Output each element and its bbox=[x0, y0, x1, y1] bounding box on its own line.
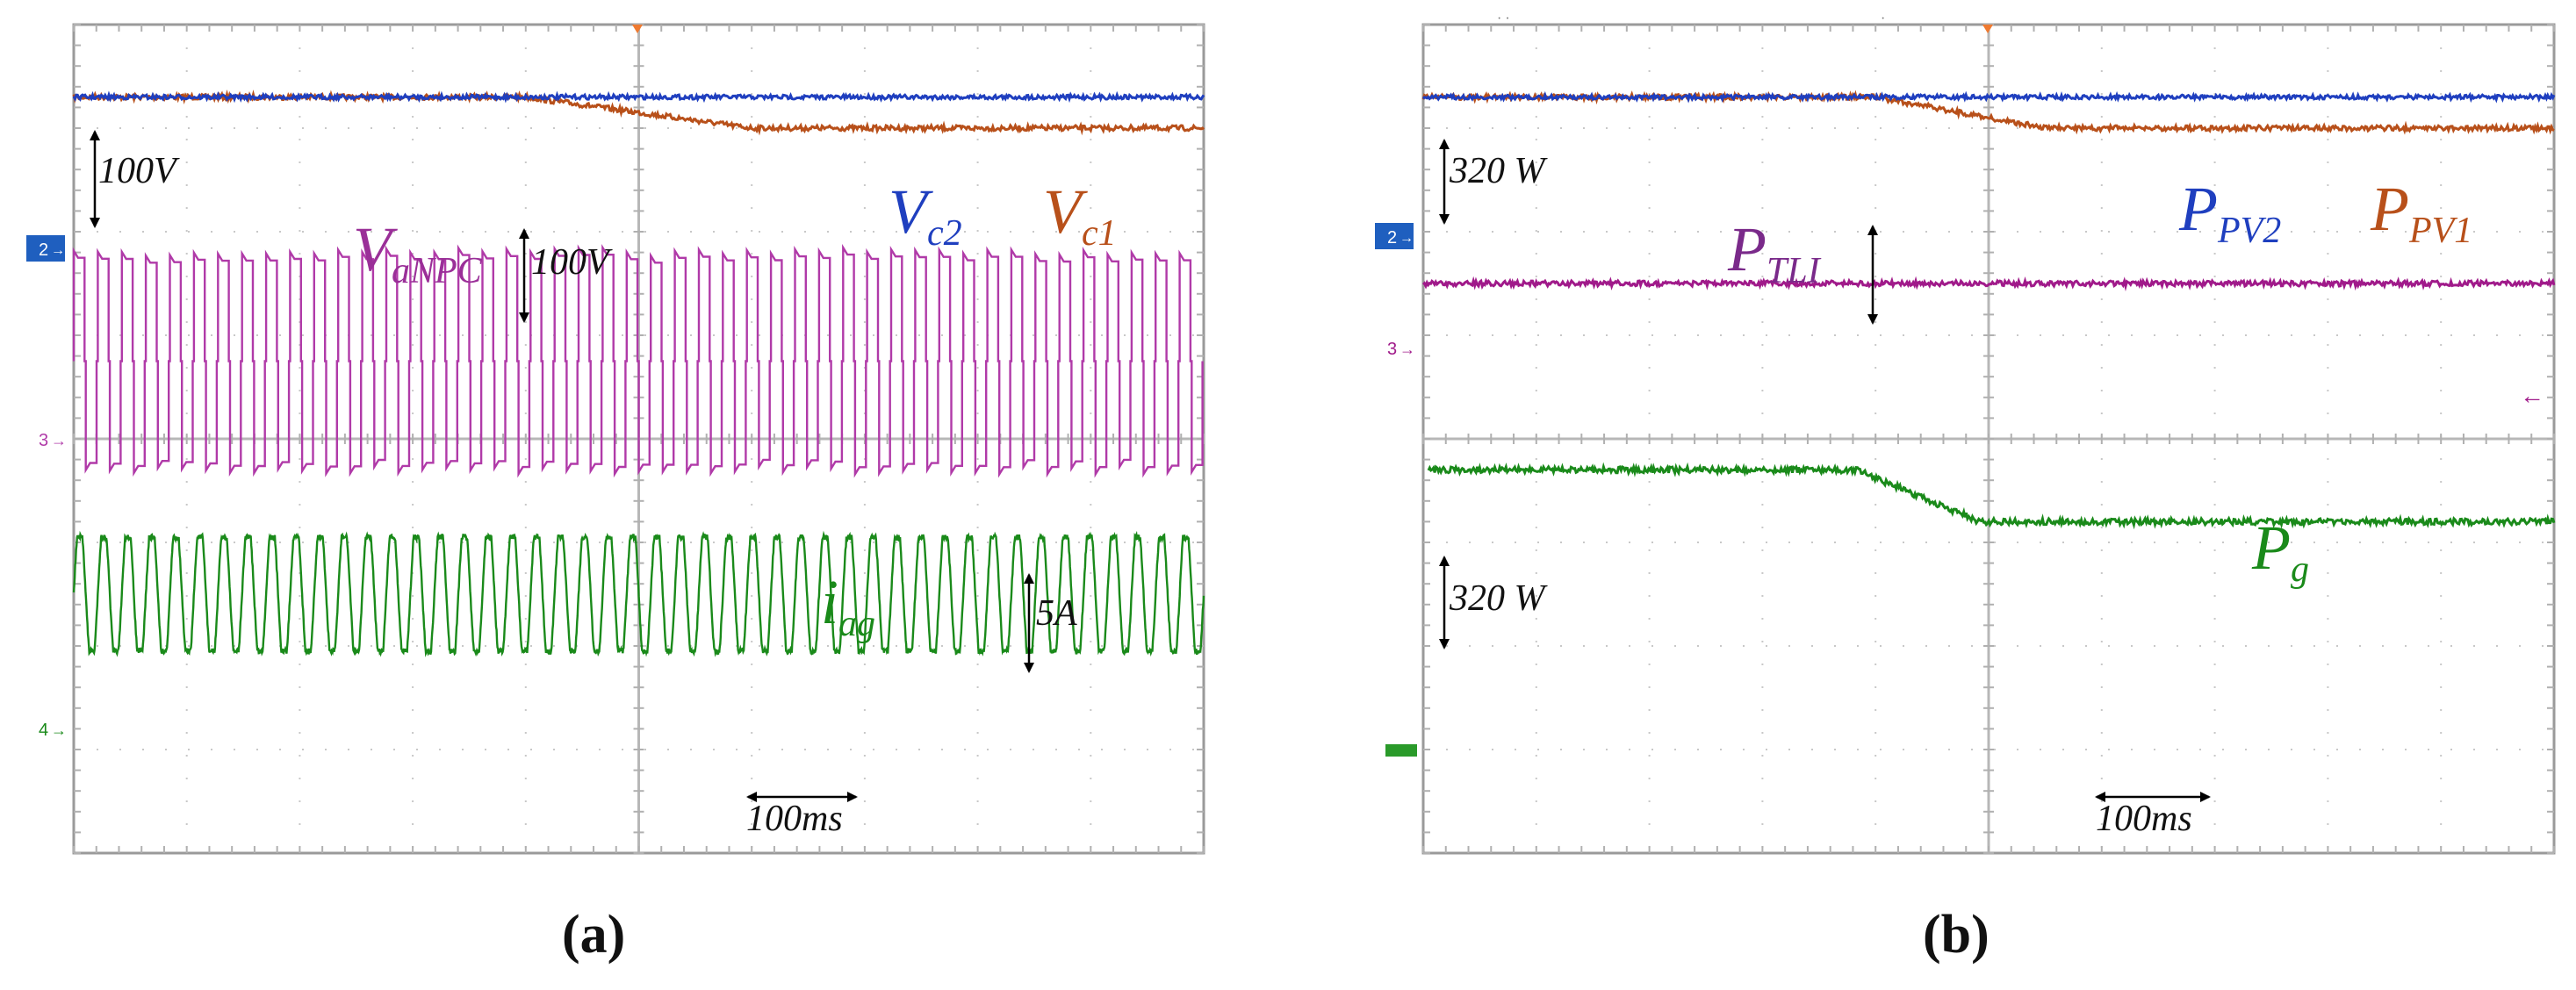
series-label-iag: iag bbox=[821, 567, 875, 644]
svg-text:3: 3 bbox=[39, 431, 48, 450]
svg-text:→: → bbox=[51, 432, 67, 449]
channel-marker-4-a: 4 → bbox=[39, 721, 67, 740]
svg-text:3: 3 bbox=[1387, 340, 1397, 359]
caption-b: (b) bbox=[1923, 905, 1990, 965]
trace-ptli bbox=[1421, 276, 2556, 291]
svg-text:2: 2 bbox=[1387, 228, 1397, 248]
chart-panel-a: 2 → 3 → 4 → 100V 100V 5A 100ms Vc2 Vc1 V… bbox=[26, 23, 1205, 855]
scale-label-100v-mid: 100V bbox=[531, 242, 613, 283]
scale-label-100v-top: 100V bbox=[98, 151, 180, 191]
caption-a: (a) bbox=[562, 905, 626, 965]
scale-arrow-100v-top bbox=[90, 130, 100, 228]
scale-label-5a: 5A bbox=[1036, 593, 1077, 634]
scale-arrow-320w-top bbox=[1439, 139, 1450, 225]
svg-text:→: → bbox=[51, 721, 67, 739]
scale-label-320w-top: 320 W bbox=[1449, 151, 1549, 191]
series-label-vanpc: VaNPC bbox=[353, 214, 483, 291]
channel-marker-2-a: 2 → bbox=[26, 235, 65, 262]
trigger-marker-b bbox=[1982, 25, 1993, 33]
offset-marker-b: ← bbox=[2520, 383, 2544, 410]
series-label-vc2: Vc2 bbox=[889, 176, 962, 254]
scale-arrow-320w-bottom bbox=[1439, 556, 1450, 649]
scale-label-320w-bottom: 320 W bbox=[1449, 578, 1549, 619]
svg-text:2: 2 bbox=[39, 240, 48, 260]
trace-vanpc bbox=[72, 243, 1204, 478]
trace-pg bbox=[1427, 462, 2556, 530]
series-label-ppv1: PPV1 bbox=[2370, 174, 2472, 251]
series-label-ptli: PTLI bbox=[1727, 214, 1822, 291]
ground-marker-b bbox=[1385, 744, 1417, 757]
traces-a bbox=[72, 89, 1205, 657]
top-marker-dots-1: · · bbox=[1497, 11, 1510, 26]
scale-arrow-ptli bbox=[1867, 225, 1878, 325]
channel-marker-3-b: 3 → bbox=[1387, 340, 1415, 359]
time-arrow-b bbox=[2095, 792, 2211, 802]
trace-vc2 bbox=[72, 90, 1205, 104]
series-label-vc1: Vc1 bbox=[1043, 176, 1117, 254]
svg-text:→: → bbox=[1400, 341, 1415, 358]
time-label-b: 100ms bbox=[2096, 799, 2192, 839]
grid-b bbox=[1422, 24, 2555, 854]
channel-marker-3-a: 3 → bbox=[39, 431, 67, 450]
series-label-pg: Pg bbox=[2251, 513, 2309, 590]
top-marker-dots-2: · bbox=[1881, 11, 1885, 26]
trigger-marker-a bbox=[632, 25, 643, 33]
traces-b bbox=[1421, 90, 2556, 530]
trace-ppv2 bbox=[1421, 90, 2556, 104]
svg-text:→: → bbox=[1400, 231, 1414, 246]
trace-iag bbox=[72, 530, 1205, 657]
svg-text:→: → bbox=[51, 243, 65, 258]
series-label-ppv2: PPV2 bbox=[2178, 174, 2281, 251]
time-label-a: 100ms bbox=[746, 799, 843, 839]
chart-panel-b: · · · 2 → 3 → ← 320 W 320 W 100ms PPV2 P… bbox=[1375, 11, 2556, 855]
scale-arrow-100v-mid bbox=[519, 228, 529, 323]
time-arrow-a bbox=[746, 792, 858, 802]
channel-marker-2-b: 2 → bbox=[1375, 223, 1414, 249]
svg-text:4: 4 bbox=[39, 721, 48, 740]
scale-arrow-5a bbox=[1024, 573, 1034, 673]
